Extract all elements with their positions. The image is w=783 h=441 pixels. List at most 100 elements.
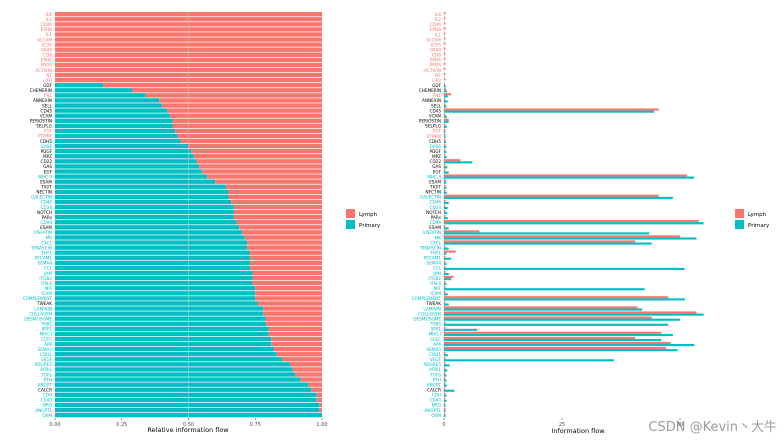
bar-primary-49 <box>55 260 250 266</box>
bar-lymph-51 <box>252 270 322 276</box>
pathway-label-right-14: GDF <box>432 83 441 88</box>
pathway-label-left-21: PERIOSTIN <box>30 119 52 124</box>
pathway-label-left-28: MPZ <box>43 154 52 159</box>
x-tick-label-right-0: 0 <box>442 422 445 428</box>
bar-primary-31 <box>55 169 202 174</box>
bar-lymph-4 <box>444 32 446 35</box>
bar-primary-27 <box>444 151 447 154</box>
bar-lymph-67 <box>276 352 322 357</box>
relative-flow-x-ticks: 0.00 0.25 0.50 0.75 1.00 <box>49 418 328 428</box>
bar-primary-33 <box>444 181 447 184</box>
bar-primary-44 <box>444 237 697 240</box>
bar-primary-39 <box>55 209 234 215</box>
bar-lymph-49 <box>249 260 322 266</box>
pathway-label-right-16: FN1 <box>433 93 442 98</box>
bar-primary-16 <box>55 93 146 98</box>
bar-primary-41 <box>55 220 237 225</box>
bar-primary-67 <box>55 352 277 357</box>
bar-primary-48 <box>55 255 250 260</box>
pathway-label-right-79: OSM <box>431 413 441 418</box>
bar-primary-65 <box>55 341 272 347</box>
pathway-label-right-1: IL2 <box>435 17 442 22</box>
bar-lymph-26 <box>444 143 446 147</box>
bar-primary-58 <box>444 308 643 311</box>
bar-lymph-34 <box>225 184 322 189</box>
bar-lymph-35 <box>444 189 446 192</box>
bar-lymph-32 <box>207 174 322 179</box>
pathway-label-left-18: SELL <box>42 103 53 108</box>
bar-primary-16 <box>444 95 448 98</box>
pathway-label-right-39: NOTCH <box>426 210 441 215</box>
bar-primary-61 <box>55 321 266 326</box>
bar-lymph-66 <box>273 346 322 352</box>
bar-lymph-71 <box>444 372 446 375</box>
bar-primary-44 <box>55 235 245 240</box>
pathway-label-left-59: COLLAGEN <box>29 311 52 316</box>
bar-lymph-43 <box>444 230 480 233</box>
bar-lymph-37 <box>444 199 446 202</box>
bar-lymph-13 <box>444 77 446 81</box>
pathway-label-right-42: ESAM <box>429 225 441 230</box>
bar-lymph-40 <box>444 215 446 218</box>
bar-lymph-63 <box>444 331 662 334</box>
bar-primary-55 <box>55 291 256 296</box>
bar-primary-36 <box>55 194 229 200</box>
bar-primary-52 <box>55 275 253 281</box>
pathway-label-right-64: CLEC <box>430 337 441 342</box>
pathway-label-right-73: ANGPT <box>427 382 442 387</box>
pathway-label-left-62: SPP1 <box>42 327 53 332</box>
pathway-label-right-32: MHC-II <box>427 174 441 179</box>
bar-lymph-45 <box>247 240 322 245</box>
bar-primary-29 <box>55 159 197 164</box>
bar-lymph-55 <box>255 291 322 296</box>
bar-primary-23 <box>444 130 446 133</box>
bar-lymph-48 <box>249 255 322 260</box>
bar-primary-38 <box>55 204 234 210</box>
bar-primary-48 <box>444 257 452 260</box>
pathway-label-left-3: EPHB <box>41 27 52 32</box>
legend-swatch-lymph <box>346 209 355 218</box>
pathway-label-left-70: APRIL <box>40 367 53 372</box>
bar-lymph-66 <box>444 346 666 350</box>
bar-primary-76 <box>444 399 447 402</box>
pathway-label-right-58: LAMININ <box>423 306 441 311</box>
pathway-label-right-72: PTH <box>433 377 441 382</box>
pathway-label-right-8: CD6 <box>432 53 441 58</box>
legend-label-primary: Primary <box>748 223 770 229</box>
pathway-label-left-73: ANGPT <box>38 382 53 387</box>
bar-primary-22 <box>444 125 447 128</box>
bar-lymph-40 <box>233 215 322 220</box>
bar-lymph-3 <box>444 27 446 30</box>
bar-primary-66 <box>55 346 274 352</box>
bar-primary-54 <box>55 286 256 291</box>
bar-primary-47 <box>55 250 250 255</box>
pathway-label-left-68: VEGF <box>41 357 53 362</box>
pathway-label-right-57: TWEAK <box>425 301 441 306</box>
bar-lymph-54 <box>444 286 446 289</box>
pathway-label-right-0: IL6 <box>435 12 442 17</box>
bar-lymph-76 <box>316 397 322 403</box>
pathway-label-left-75: CDH <box>43 393 52 398</box>
bar-primary-20 <box>444 115 447 118</box>
pathway-label-left-48: PECAM1 <box>35 256 53 261</box>
bar-lymph-44 <box>444 235 680 238</box>
bar-lymph-36 <box>228 194 322 200</box>
bar-lymph-76 <box>444 397 446 400</box>
bar-primary-35 <box>55 189 229 194</box>
bar-lymph-38 <box>233 204 322 210</box>
bar-lymph-24 <box>444 133 446 136</box>
pathway-label-right-18: SELL <box>431 103 442 108</box>
pathway-label-left-71: TGFb <box>40 372 52 377</box>
bar-lymph-70 <box>444 367 446 370</box>
bar-lymph-38 <box>444 204 446 207</box>
x-tick-label-right-2: 50 <box>677 422 683 428</box>
bar-lymph-64 <box>271 336 322 342</box>
pathway-label-left-41: CD99 <box>41 220 53 225</box>
legend-swatch-lymph <box>735 209 744 218</box>
pathway-label-left-54: MIF <box>45 286 53 291</box>
pathway-label-right-20: VCAM <box>429 113 442 118</box>
bar-primary-25 <box>55 138 181 144</box>
pathway-label-left-15: CHEMERIN <box>30 88 52 93</box>
bar-primary-28 <box>444 156 447 159</box>
bar-primary-19 <box>444 110 655 113</box>
